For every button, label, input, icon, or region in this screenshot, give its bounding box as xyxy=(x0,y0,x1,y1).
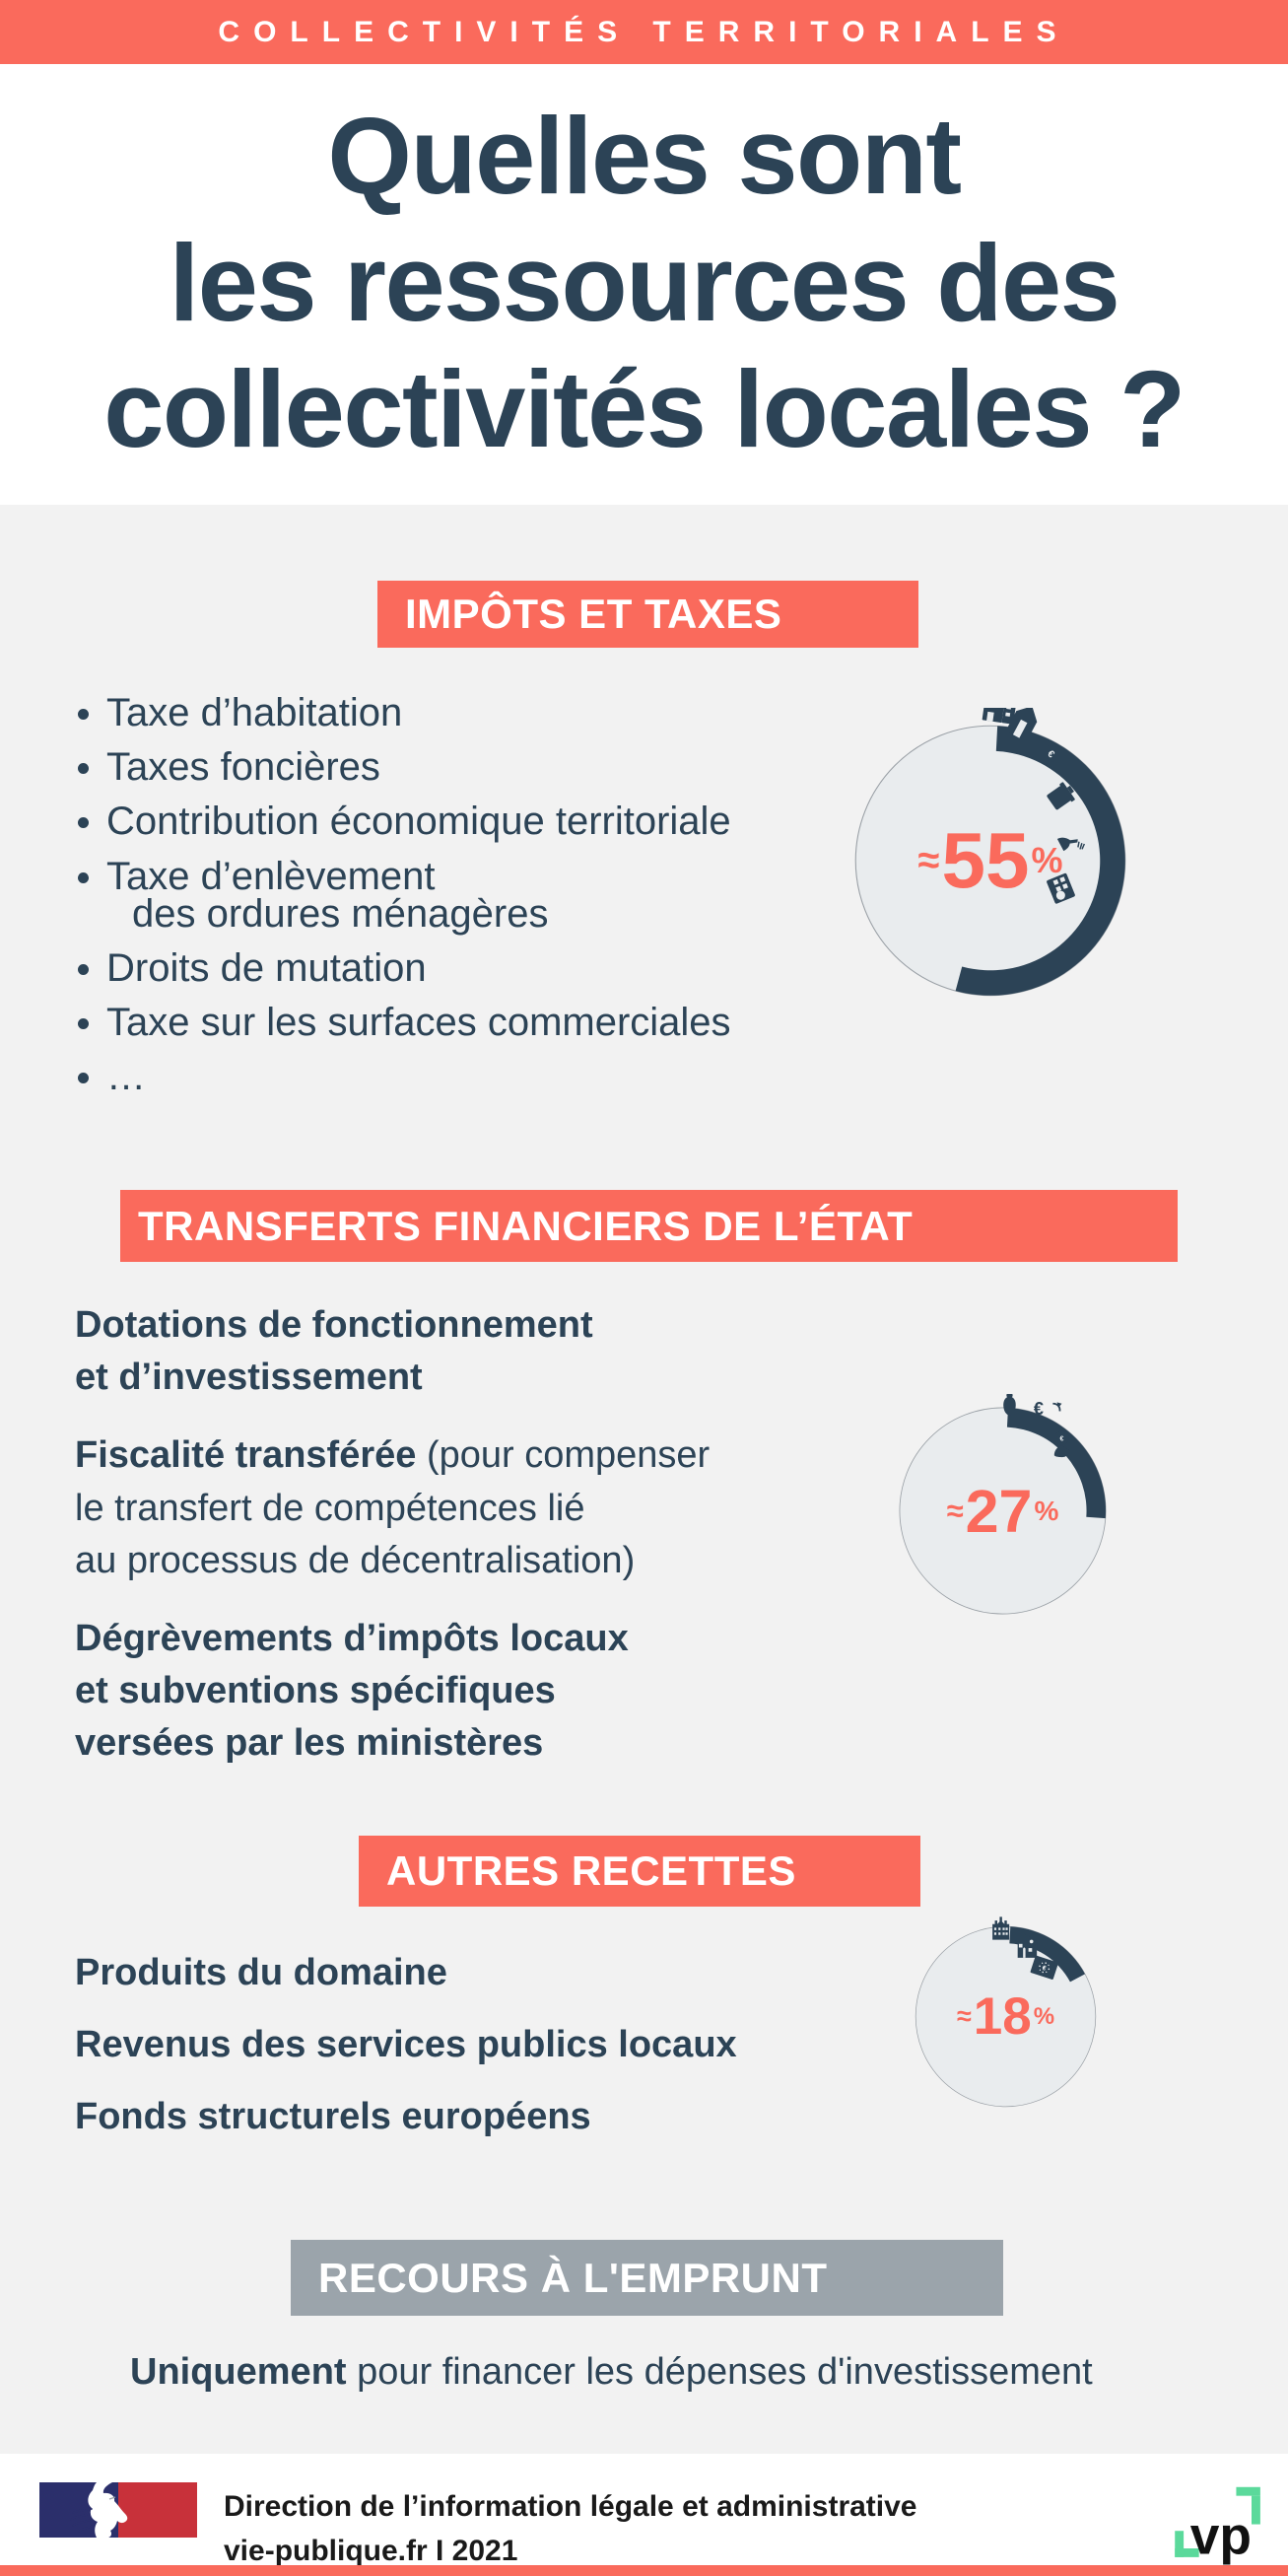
svg-text:vp: vp xyxy=(1190,2508,1252,2566)
